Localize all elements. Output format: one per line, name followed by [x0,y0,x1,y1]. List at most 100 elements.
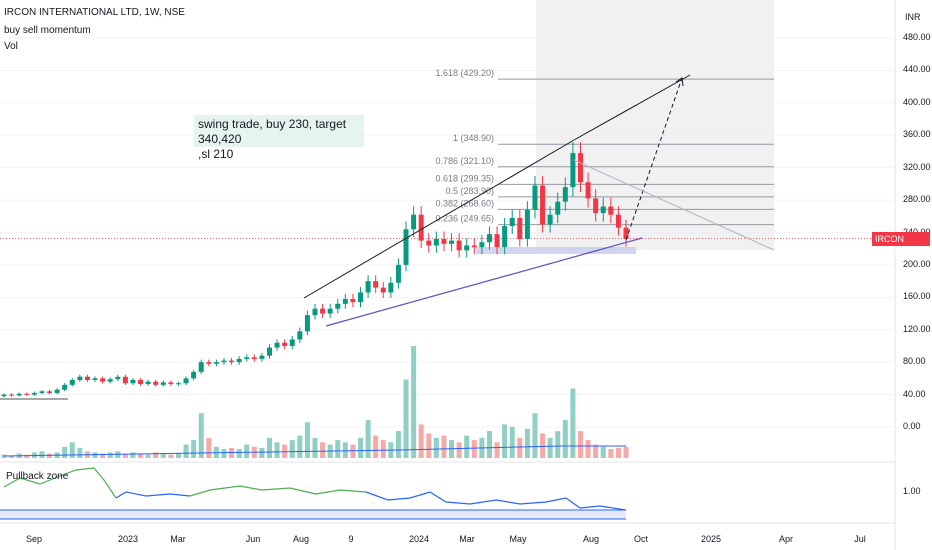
candle-body [540,185,546,225]
candle-body [24,393,30,395]
candle-body [312,308,318,316]
candle-body [130,379,136,384]
candle-body [1,394,7,397]
candle-body [608,206,614,215]
candle-body [358,292,364,303]
candle-body [350,298,356,303]
volume-bar [9,455,15,458]
candle-body [289,339,295,346]
volume-bar [600,446,606,458]
volume-bar [570,388,576,458]
x-tick-label: 2024 [408,534,430,544]
candle-body [251,357,257,359]
volume-bar [236,449,242,458]
candle-body [9,394,15,396]
candle-body [373,281,379,288]
x-tick-label: 2023 [117,534,139,544]
pullback-zone-label[interactable]: Pullback zone [6,471,69,482]
volume-bar [623,446,629,458]
fib-level-label: 1.618 (429.20) [435,68,494,78]
candle-body [69,379,75,385]
candle-body [388,282,394,293]
volume-bar [547,437,553,458]
candle-body [517,217,523,239]
trade-note[interactable]: swing trade, buy 230, target 340,420 ,sl… [194,115,364,161]
candle-body [570,153,576,188]
projection-arrow [625,77,683,241]
candle-body [191,371,197,379]
symbol-title[interactable]: IRCON INTERNATIONAL LTD, 1W, NSE [4,7,185,18]
last-price-symbol: IRCON [875,234,904,244]
trade-note-line1: swing trade, buy 230, target 340,420 [198,117,347,146]
candle-body [502,226,508,248]
y-tick-label: 200.00 [903,258,931,269]
x-tick-label: Mar [459,534,475,544]
volume-bar [92,452,98,458]
fib-level-label: 0.786 (321.10) [435,156,494,166]
volume-bar [39,451,45,458]
candle-body [403,229,409,265]
candle-body [153,381,159,385]
candle-body [62,384,68,390]
volume-bar [259,447,265,458]
candle-body [593,198,599,214]
volume-bar [274,442,280,458]
volume-bar [138,453,144,458]
volume-bar [608,449,614,458]
volume-bar [297,435,303,458]
candle-body [175,383,181,385]
volume-bar [206,437,212,458]
lower-trendline [325,237,643,327]
volume-bar [266,437,272,458]
x-tick-label: 9 [348,534,354,544]
volume-bar [441,435,447,458]
volume-bar [350,444,356,458]
candle-body [198,362,204,372]
y-tick-label: 40.00 [903,388,926,399]
candle-body [213,362,219,364]
candle-body [418,214,424,241]
candle-body [100,378,106,382]
currency-label[interactable]: INR [905,12,921,22]
volume-bar [289,440,295,458]
volume-bar [62,446,68,458]
candle-body [229,360,235,363]
volume-bar [471,440,477,458]
x-tick-label: Sep [25,534,43,544]
volume-bar [191,440,197,458]
volume-bar [183,444,189,458]
upper-trendline [303,139,575,299]
volume-bar [509,426,515,458]
candle-body [464,245,470,251]
candle-body [585,182,591,199]
volume-bar [77,447,83,458]
volume-bar [502,424,508,458]
candle-body [342,298,348,304]
volume-bar [100,453,106,458]
candle-body [532,185,538,210]
candle-body [411,214,417,230]
oscillator-blue [365,491,627,511]
volume-bar [585,440,591,458]
volume-bar [24,454,30,458]
candle-body [524,209,530,239]
volume-bar [486,431,492,458]
candle-body [304,315,310,332]
candle-body [615,214,621,228]
candle-body [623,227,629,239]
candle-body [297,331,303,340]
volume-bar [433,437,439,458]
volume-bar [380,440,386,458]
indicator-label[interactable]: buy sell momentum [4,25,91,36]
candle-body [555,201,561,215]
volume-bar [160,453,166,458]
candle-body [39,391,45,393]
volume-bar [244,444,250,458]
y-tick-label: 320.00 [903,161,931,172]
candle-body [282,342,288,346]
volume-bar [577,431,583,458]
volume-label[interactable]: Vol [4,41,18,52]
fib-diagonal [573,159,775,251]
